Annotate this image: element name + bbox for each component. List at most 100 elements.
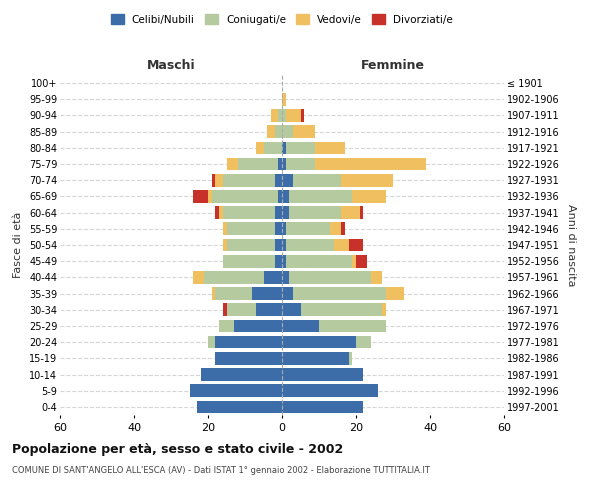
Bar xyxy=(282,288,293,300)
Bar xyxy=(193,271,204,283)
Bar xyxy=(282,93,286,106)
Bar xyxy=(208,190,212,202)
Bar xyxy=(301,304,382,316)
Bar xyxy=(278,158,282,170)
Bar xyxy=(282,190,289,202)
Bar xyxy=(282,320,319,332)
Bar xyxy=(200,368,282,381)
Bar xyxy=(275,126,282,138)
Bar xyxy=(293,126,316,138)
Bar xyxy=(282,109,286,122)
Bar xyxy=(227,222,275,235)
Bar xyxy=(278,109,282,122)
Bar xyxy=(253,288,282,300)
Bar xyxy=(223,255,275,268)
Bar xyxy=(341,206,360,219)
Bar xyxy=(282,158,286,170)
Bar xyxy=(282,400,364,413)
Bar xyxy=(271,109,278,122)
Bar xyxy=(349,352,352,364)
Bar xyxy=(227,304,256,316)
Text: Popolazione per età, sesso e stato civile - 2002: Popolazione per età, sesso e stato civil… xyxy=(12,442,343,456)
Bar xyxy=(352,255,356,268)
Text: Femmine: Femmine xyxy=(361,60,425,72)
Bar xyxy=(282,206,289,219)
Bar xyxy=(215,174,223,186)
Bar xyxy=(215,352,282,364)
Text: COMUNE DI SANT'ANGELO ALL'ESCA (AV) - Dati ISTAT 1° gennaio 2002 - Elaborazione : COMUNE DI SANT'ANGELO ALL'ESCA (AV) - Da… xyxy=(12,466,430,475)
Bar xyxy=(212,288,215,300)
Bar xyxy=(193,190,208,202)
Y-axis label: Anni di nascita: Anni di nascita xyxy=(566,204,577,286)
Bar xyxy=(356,255,367,268)
Bar xyxy=(282,238,286,252)
Bar xyxy=(352,190,386,202)
Bar xyxy=(319,320,386,332)
Bar xyxy=(234,320,282,332)
Bar xyxy=(215,206,219,219)
Bar xyxy=(256,142,263,154)
Bar xyxy=(223,238,227,252)
Bar xyxy=(286,109,301,122)
Bar xyxy=(286,158,316,170)
Bar xyxy=(293,288,386,300)
Bar xyxy=(382,304,386,316)
Bar xyxy=(334,238,349,252)
Bar xyxy=(275,206,282,219)
Bar xyxy=(278,190,282,202)
Bar xyxy=(227,238,275,252)
Bar xyxy=(275,222,282,235)
Bar xyxy=(223,206,275,219)
Bar xyxy=(282,271,289,283)
Bar xyxy=(223,304,227,316)
Bar xyxy=(223,174,275,186)
Bar xyxy=(215,288,253,300)
Bar xyxy=(197,400,282,413)
Bar xyxy=(227,158,238,170)
Bar xyxy=(204,271,263,283)
Bar xyxy=(256,304,282,316)
Bar xyxy=(289,271,371,283)
Bar xyxy=(263,271,282,283)
Bar xyxy=(212,190,278,202)
Bar xyxy=(282,336,356,348)
Bar xyxy=(286,142,316,154)
Bar xyxy=(301,109,304,122)
Bar xyxy=(371,271,382,283)
Bar xyxy=(341,174,393,186)
Bar xyxy=(386,288,404,300)
Bar xyxy=(219,320,234,332)
Bar xyxy=(330,222,341,235)
Bar xyxy=(275,255,282,268)
Bar xyxy=(282,384,378,397)
Bar xyxy=(212,174,215,186)
Bar xyxy=(223,222,227,235)
Legend: Celibi/Nubili, Coniugati/e, Vedovi/e, Divorziati/e: Celibi/Nubili, Coniugati/e, Vedovi/e, Di… xyxy=(107,10,457,29)
Bar xyxy=(341,222,345,235)
Bar xyxy=(215,336,282,348)
Bar xyxy=(282,174,293,186)
Y-axis label: Fasce di età: Fasce di età xyxy=(13,212,23,278)
Bar xyxy=(267,126,275,138)
Bar xyxy=(356,336,371,348)
Bar xyxy=(208,336,215,348)
Bar xyxy=(282,126,293,138)
Bar xyxy=(263,142,282,154)
Bar xyxy=(282,352,349,364)
Bar xyxy=(316,142,345,154)
Text: Maschi: Maschi xyxy=(146,60,196,72)
Bar xyxy=(286,222,330,235)
Bar xyxy=(316,158,426,170)
Bar xyxy=(282,368,364,381)
Bar xyxy=(289,190,352,202)
Bar xyxy=(282,222,286,235)
Bar xyxy=(286,255,352,268)
Bar xyxy=(293,174,341,186)
Bar xyxy=(190,384,282,397)
Bar xyxy=(286,238,334,252)
Bar xyxy=(275,238,282,252)
Bar xyxy=(282,142,286,154)
Bar xyxy=(289,206,341,219)
Bar xyxy=(219,206,223,219)
Bar xyxy=(349,238,364,252)
